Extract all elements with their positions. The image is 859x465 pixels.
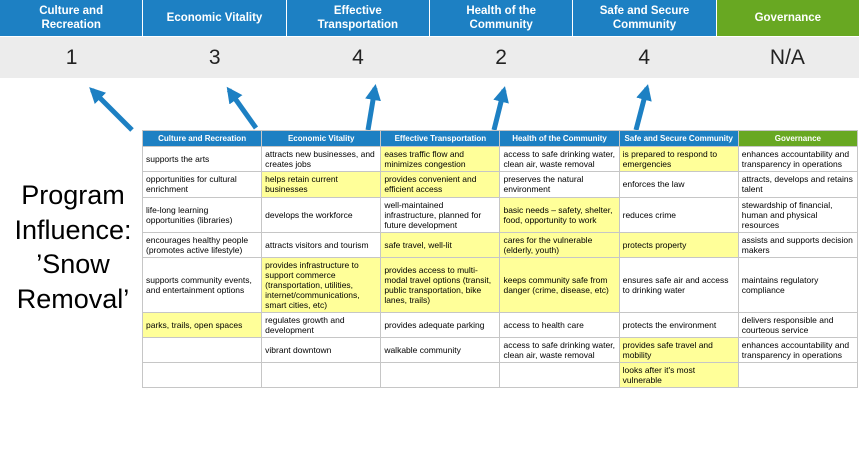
matrix-cell: access to safe drinking water, clean air… [499,336,620,363]
matrix-cell: stewardship of financial, human and phys… [737,196,859,233]
matrix-cell: safe travel, well-lit [380,231,501,258]
category-header-economic-vitality: Economic Vitality [143,0,286,36]
matrix-cell: provides convenient and efficient access [380,171,501,198]
score-economic-vitality: 3 [208,45,221,69]
matrix-cell: basic needs – safety, shelter, food, opp… [499,196,620,233]
matrix-row: life-long learning opportunities (librar… [141,196,859,233]
score-health-of-the-community: 2 [495,45,507,69]
category-banner: Culture and Recreation Economic Vitality… [0,0,859,36]
influence-arrow-1 [89,87,134,132]
category-header-effective-transportation: Effective Transportation [286,0,429,36]
score-band: 1 3 4 2 4 N/A [0,37,859,78]
matrix-cell: cares for the vulnerable (elderly, youth… [499,231,620,258]
matrix-header-cell: Effective Transportation [380,129,501,148]
matrix-header: Culture and Recreation Economic Vitality E… [141,129,859,148]
matrix-cell: maintains regulatory compliance [737,256,859,313]
matrix-cell: enhances accountability and transparency… [737,336,859,363]
matrix-cell: supports community events, and entertain… [141,256,263,313]
score-governance: N/A [769,45,805,69]
influence-matrix-table: Culture and Recreation Economic Vitality E… [141,129,859,388]
matrix-cell: enhances accountability and transparency… [737,146,859,173]
influence-arrow-3 [365,84,381,131]
matrix-cell: preserves the natural environment [499,171,620,198]
matrix-cell: attracts visitors and tourism [261,231,382,258]
matrix-cell: protects property [618,231,739,258]
matrix-cell: supports the arts [141,146,263,173]
category-header-culture-and-recreation: Culture and Recreation [0,0,143,36]
matrix-cell: assists and supports decision makers [737,231,859,258]
matrix-cell: vibrant downtown [261,336,382,363]
matrix-cell [141,336,263,363]
matrix-cell: helps retain current businesses [261,171,382,198]
matrix-cell: regulates growth and development [261,311,382,338]
matrix-cell: provides safe travel and mobility [618,336,739,363]
category-header-health-of-the-community: Health of the Community [429,0,573,36]
matrix-cell: access to safe drinking water, clean air… [499,146,620,173]
matrix-header-cell: Health of the Community [499,129,620,148]
matrix-cell: encourages healthy people (promotes acti… [141,231,263,258]
matrix-cell: keeps community safe from danger (crime,… [499,256,620,313]
matrix-cell: protects the environment [618,311,739,338]
matrix-cell: provides adequate parking [380,311,501,338]
score-safe-and-secure-community: 4 [638,45,651,69]
matrix-cell: reduces crime [618,196,739,233]
score-effective-transportation: 4 [352,45,364,69]
program-influence-title: Program Influence: ’Snow Removal’ [14,180,132,314]
matrix-cell: well-maintained infrastructure, planned … [380,196,501,233]
matrix-cell: enforces the law [618,171,739,198]
matrix-cell: parks, trails, open spaces [141,311,263,338]
matrix-cell: life-long learning opportunities (librar… [141,196,263,233]
matrix-header-cell: Culture and Recreation [141,129,263,148]
matrix-body: supports the arts attracts new businesses… [141,146,859,388]
matrix-header-row: Culture and Recreation Economic Vitality E… [141,129,859,148]
matrix-cell: opportunities for cultural enrichment [141,171,263,198]
matrix-row: supports the arts attracts new businesses… [141,146,859,173]
influence-arrow-5 [633,84,652,131]
category-header-safe-and-secure-community: Safe and Secure Community [573,0,716,36]
category-header-governance: Governance [716,0,859,36]
matrix-cell [499,361,620,388]
score-culture-and-recreation: 1 [65,45,78,69]
matrix-header-cell: Governance [737,129,859,148]
matrix-row: encourages healthy people (promotes acti… [141,231,859,258]
matrix-header-cell: Economic Vitality [261,129,382,148]
matrix-cell [380,361,501,388]
matrix-cell: eases traffic flow and minimizes congest… [380,146,501,173]
matrix-cell [141,361,263,388]
matrix-row: supports community events, and entertain… [141,256,859,313]
matrix-cell: provides infrastructure to support comme… [261,256,382,313]
matrix-cell: walkable community [380,336,501,363]
matrix-cell: looks after it's most vulnerable [618,361,739,388]
matrix-cell: attracts new businesses, and creates job… [261,146,382,173]
matrix-cell: ensures safe air and access to drinking … [618,256,739,313]
matrix-cell: provides access to multi-modal travel op… [380,256,501,313]
matrix-cell: develops the workforce [261,196,382,233]
matrix-cell [261,361,382,388]
matrix-row: vibrant downtown walkable community access… [141,336,859,363]
influence-arrow-4 [491,86,509,131]
influence-arrows [89,84,652,132]
matrix-row: opportunities for cultural enrichment hel… [141,171,859,198]
matrix-row: parks, trails, open spaces regulates grow… [141,311,859,338]
matrix-cell: delivers responsible and courteous servi… [737,311,859,338]
matrix-cell [737,361,859,388]
matrix-cell: access to health care [499,311,620,338]
influence-arrow-2 [226,86,259,130]
matrix-header-cell: Safe and Secure Community [618,129,739,148]
matrix-cell: attracts, develops and retains talent [737,171,859,198]
matrix-cell: is prepared to respond to emergencies [618,146,739,173]
matrix-row: looks after it's most vulnerable [141,361,859,388]
